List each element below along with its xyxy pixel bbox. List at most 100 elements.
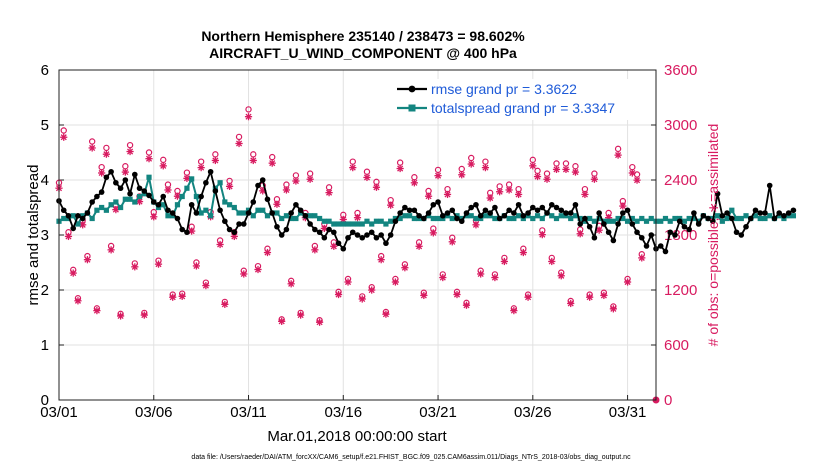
rmse-point — [236, 221, 242, 227]
rmse-point — [662, 248, 669, 255]
spread-point — [288, 215, 294, 222]
rmse-point — [766, 182, 773, 189]
spread-point — [321, 218, 327, 224]
rmse-point — [89, 199, 95, 205]
rmse-point — [117, 185, 124, 192]
rmse-point — [676, 218, 683, 225]
spread-point — [738, 215, 744, 222]
rmse-point — [326, 226, 332, 233]
rmse-point — [335, 240, 342, 247]
rmse-point — [278, 232, 285, 238]
obs-assimilated-marker — [581, 190, 589, 199]
rmse-point — [207, 168, 214, 175]
spread-point — [714, 213, 721, 219]
asterisk-stroke — [307, 176, 314, 183]
rmse-point — [321, 234, 328, 241]
rmse-point — [188, 201, 195, 208]
obs-assimilated-marker — [344, 278, 352, 286]
obs-assimilated-marker — [410, 179, 418, 187]
x-tick-label: 03/26 — [514, 404, 552, 421]
spread-point — [260, 207, 266, 213]
asterisk-stroke — [401, 264, 408, 271]
asterisk-stroke — [397, 165, 404, 172]
asterisk-stroke — [164, 186, 172, 194]
asterisk-stroke — [416, 243, 423, 250]
asterisk-stroke — [363, 174, 371, 181]
spread-point — [686, 215, 692, 222]
obs-assimilated-marker — [60, 133, 68, 141]
asterisk-stroke — [89, 144, 96, 152]
spread-point — [729, 207, 735, 213]
rmse-point — [293, 201, 299, 208]
y-right-tick-label: 0 — [664, 392, 672, 409]
obs-possible-marker — [160, 156, 167, 164]
rmse-point — [113, 179, 119, 186]
rmse-point — [402, 204, 408, 211]
obs-assimilated-marker — [240, 270, 248, 278]
obs-possible-marker — [250, 151, 257, 158]
obs-assimilated-marker — [74, 297, 82, 305]
rmse-point — [705, 215, 711, 222]
rmse-point — [700, 212, 707, 219]
obs-possible-marker — [183, 169, 191, 176]
y-axis-label-left: rmse and totalspread — [25, 165, 42, 306]
obs-possible-marker — [88, 138, 96, 145]
obs-assimilated-marker — [107, 246, 115, 254]
rmse-point — [695, 221, 702, 227]
asterisk-stroke — [273, 201, 281, 208]
obs-assimilated-marker — [415, 242, 423, 250]
obs-possible-marker — [349, 158, 356, 165]
asterisk-stroke — [326, 189, 333, 196]
rmse-point — [264, 196, 271, 203]
rmse-point — [620, 210, 626, 216]
obs-possible-marker — [126, 141, 134, 149]
rmse-point — [710, 218, 716, 225]
rmse-point — [165, 207, 171, 214]
rmse-point — [686, 226, 692, 233]
spread-point — [203, 207, 209, 213]
asterisk-stroke — [373, 184, 380, 191]
asterisk-stroke — [558, 272, 565, 279]
rmse-point — [520, 212, 527, 219]
asterisk-stroke — [629, 169, 636, 177]
rmse-point — [473, 201, 479, 208]
rmse-point — [567, 210, 574, 216]
spread-point — [762, 215, 768, 222]
x-tick-label: 03/16 — [325, 404, 363, 421]
rmse-point — [122, 177, 129, 183]
obs-assimilated-marker — [562, 165, 570, 174]
rmse-point — [544, 210, 550, 216]
rmse-point — [729, 215, 735, 222]
obs-possible-marker — [60, 127, 67, 134]
rmse-series — [56, 168, 797, 255]
obs-assimilated-marker — [590, 175, 599, 183]
spread-point — [316, 215, 323, 222]
rmse-point — [468, 204, 475, 211]
spread-point — [189, 176, 195, 182]
rmse-point — [421, 215, 427, 222]
y-right-tick-label: 1200 — [664, 282, 697, 299]
asterisk-stroke — [610, 305, 617, 312]
asterisk-stroke — [283, 186, 290, 194]
rmse-point — [776, 210, 782, 216]
rmse-point — [610, 237, 617, 244]
obs-assimilated-marker — [121, 168, 129, 176]
asterisk-stroke — [596, 227, 603, 234]
rmse-point — [359, 234, 366, 241]
rmse-point — [724, 210, 730, 216]
spread-point — [615, 215, 621, 222]
x-tick-label: 03/31 — [609, 404, 647, 421]
rmse-point — [539, 204, 546, 211]
rmse-point — [477, 212, 484, 219]
asterisk-stroke — [344, 278, 352, 286]
spread-point — [264, 213, 271, 219]
rmse-point — [530, 204, 536, 211]
asterisk-stroke — [472, 221, 480, 228]
obs-assimilated-marker — [235, 139, 243, 148]
rmse-point — [762, 210, 768, 216]
obs-possible-marker — [98, 163, 105, 171]
obs-possible-marker — [633, 171, 641, 178]
rmse-point — [615, 221, 621, 227]
obs-assimilated-marker — [453, 290, 461, 299]
rmse-point — [501, 212, 508, 219]
